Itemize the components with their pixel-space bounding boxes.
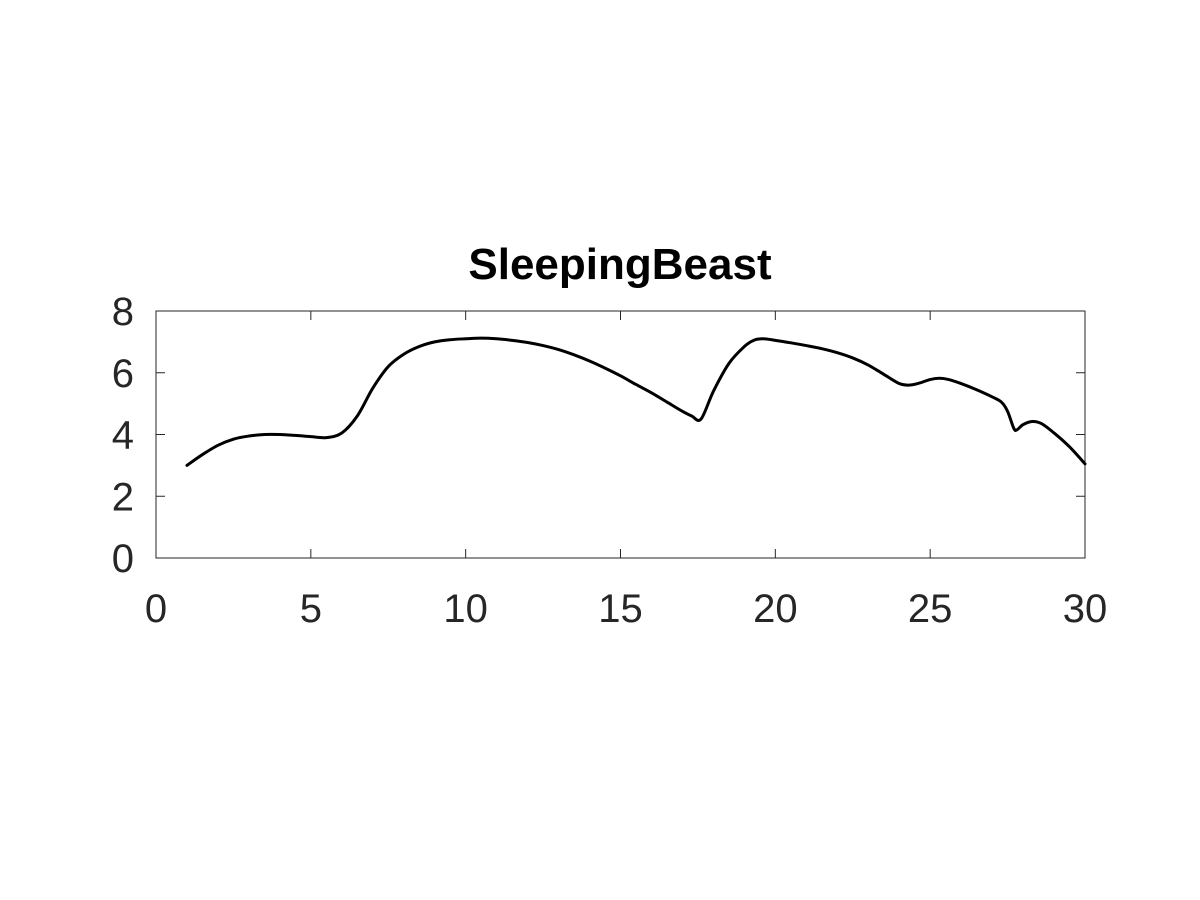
series-line — [185, 336, 1087, 467]
y-tick-label: 4 — [112, 414, 134, 458]
series-group — [185, 336, 1087, 467]
x-tick-label: 20 — [753, 587, 798, 631]
x-tick-label: 0 — [145, 587, 167, 631]
plot-axes: 0 5 10 15 20 25 30 0 2 4 6 8 — [112, 290, 1108, 631]
x-tick-label: 30 — [1063, 587, 1108, 631]
x-tick-label: 10 — [443, 587, 488, 631]
chart-title: SleepingBeast — [468, 240, 772, 289]
x-tick-label: 15 — [598, 587, 643, 631]
y-tick-label: 8 — [112, 290, 134, 334]
x-tick-label: 25 — [908, 587, 953, 631]
y-tick-label: 2 — [112, 475, 134, 519]
y-tick-label: 6 — [112, 352, 134, 396]
y-tick-label: 0 — [112, 537, 134, 581]
x-tick-label: 5 — [300, 587, 322, 631]
